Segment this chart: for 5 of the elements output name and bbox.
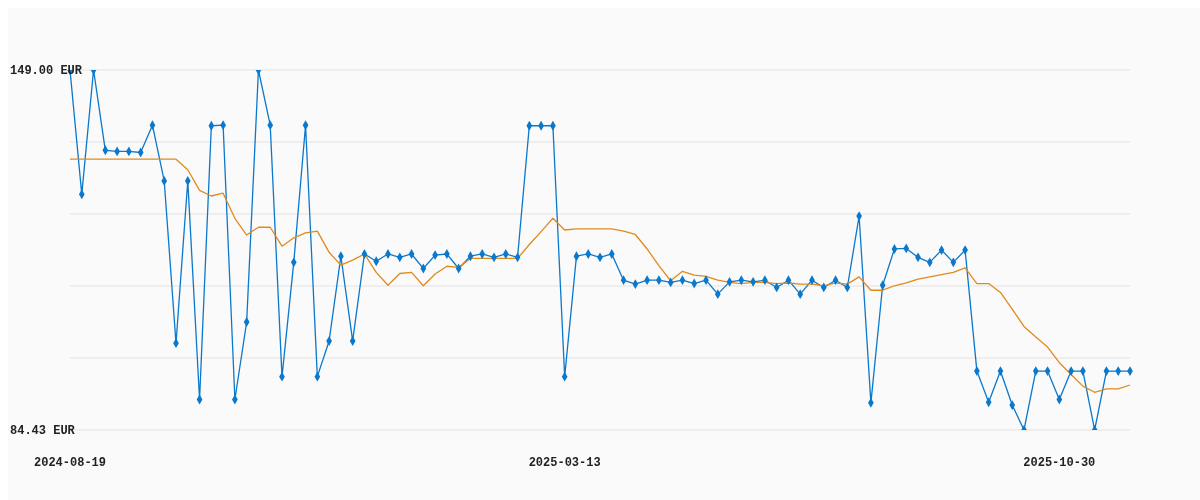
x-tick-label: 2025-03-13	[528, 456, 601, 470]
x-tick-label: 2025-10-30	[1023, 456, 1096, 470]
x-tick-label: 2024-08-19	[33, 456, 107, 470]
y-tick-label: 149.00 EUR	[10, 64, 83, 78]
y-tick-label: 84.43 EUR	[10, 424, 76, 438]
